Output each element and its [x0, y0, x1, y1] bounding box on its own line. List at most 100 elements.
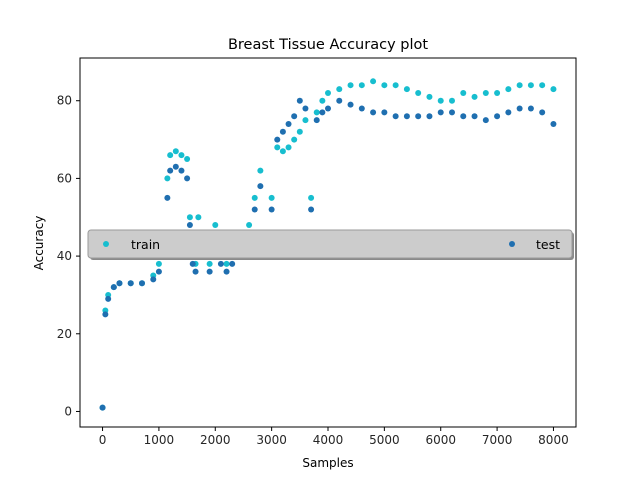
point-test-39 — [313, 117, 320, 124]
point-test-0 — [99, 404, 106, 411]
point-test-52 — [449, 109, 455, 116]
point-train-35 — [291, 136, 298, 143]
point-train-18 — [195, 214, 202, 221]
point-test-24 — [229, 260, 236, 267]
point-test-55 — [482, 117, 489, 124]
point-train-54 — [471, 93, 478, 100]
point-train-39 — [313, 109, 320, 116]
point-test-59 — [527, 105, 534, 112]
y-tick-label-3: 60 — [57, 171, 72, 185]
x-tick-label-4: 4000 — [313, 433, 344, 447]
point-test-53 — [460, 113, 467, 120]
point-test-23 — [223, 268, 230, 275]
legend-label-train: train — [131, 237, 160, 252]
point-test-29 — [257, 183, 264, 190]
point-test-8 — [155, 268, 162, 275]
point-train-57 — [505, 86, 512, 93]
point-test-61 — [550, 121, 557, 128]
y-tick-label-2: 40 — [57, 249, 72, 263]
point-test-4 — [116, 280, 123, 287]
point-train-27 — [246, 222, 253, 229]
point-train-15 — [186, 214, 193, 221]
point-train-31 — [268, 194, 275, 201]
point-train-34 — [285, 144, 292, 151]
point-test-34 — [285, 121, 292, 128]
point-test-33 — [279, 128, 286, 135]
x-tick-label-1: 1000 — [144, 433, 175, 447]
axes-layer: 0 1000 2000 3000 4000 5000 6000 7000 8000 0 20 40 60… — [57, 57, 577, 447]
point-test-28 — [251, 206, 258, 213]
point-test-44 — [358, 105, 365, 112]
point-train-32 — [274, 144, 281, 151]
chart-title: Breast Tissue Accuracy plot — [228, 37, 428, 53]
x-tick-label-0: 0 — [99, 433, 107, 447]
point-train-50 — [426, 93, 433, 100]
point-test-2 — [105, 295, 112, 302]
point-test-12 — [172, 163, 179, 170]
x-tick-label-2: 2000 — [200, 433, 231, 447]
legend-box — [87, 229, 573, 259]
point-test-13 — [178, 167, 185, 174]
x-tick-label-5: 5000 — [369, 433, 400, 447]
point-test-15 — [186, 222, 193, 229]
point-test-46 — [381, 109, 388, 116]
point-test-43 — [347, 101, 354, 108]
point-test-40 — [319, 109, 326, 116]
point-train-49 — [415, 89, 422, 96]
legend: train test — [87, 229, 574, 260]
point-train-36 — [296, 128, 303, 135]
x-tick-label-6: 6000 — [425, 433, 456, 447]
point-train-58 — [516, 82, 523, 89]
point-test-60 — [539, 109, 546, 116]
point-train-38 — [308, 194, 315, 201]
point-test-1 — [102, 311, 109, 318]
y-tick-label-1: 20 — [57, 327, 72, 341]
point-test-49 — [415, 113, 422, 120]
point-test-36 — [296, 97, 303, 104]
x-tick-label-3: 3000 — [256, 433, 287, 447]
point-test-38 — [308, 206, 315, 213]
point-train-23 — [223, 260, 230, 267]
point-test-31 — [268, 206, 275, 213]
point-test-22 — [217, 260, 224, 267]
point-train-44 — [358, 82, 365, 89]
legend-marker-test — [509, 241, 515, 247]
point-test-35 — [291, 113, 298, 120]
point-train-13 — [178, 152, 185, 159]
point-train-10 — [164, 175, 171, 182]
point-test-3 — [110, 284, 117, 291]
point-train-47 — [392, 82, 399, 89]
point-train-46 — [381, 82, 388, 89]
point-test-47 — [392, 113, 399, 120]
point-test-48 — [403, 113, 410, 120]
point-test-45 — [370, 109, 377, 116]
y-tick-label-4: 80 — [57, 94, 72, 108]
point-train-20 — [206, 260, 213, 267]
y-tick-label-0: 0 — [64, 404, 72, 418]
point-test-6 — [139, 280, 145, 287]
point-train-33 — [279, 148, 286, 155]
point-train-8 — [155, 260, 162, 267]
point-train-40 — [319, 97, 326, 104]
point-train-60 — [539, 82, 546, 89]
point-test-20 — [206, 268, 213, 275]
point-train-43 — [347, 82, 354, 89]
point-test-51 — [437, 109, 444, 116]
point-train-28 — [251, 194, 258, 201]
point-train-48 — [403, 86, 410, 93]
point-train-14 — [184, 155, 191, 162]
point-train-29 — [257, 167, 264, 174]
point-train-53 — [460, 89, 467, 96]
point-train-42 — [336, 86, 343, 93]
point-test-41 — [325, 105, 331, 112]
point-train-59 — [527, 82, 534, 89]
point-test-5 — [127, 280, 134, 287]
point-test-32 — [274, 136, 281, 143]
x-tick-label-7: 7000 — [482, 433, 513, 447]
point-test-50 — [426, 113, 433, 120]
point-train-55 — [482, 89, 489, 96]
point-test-58 — [516, 105, 523, 112]
point-test-42 — [336, 97, 343, 104]
point-test-56 — [494, 113, 501, 120]
